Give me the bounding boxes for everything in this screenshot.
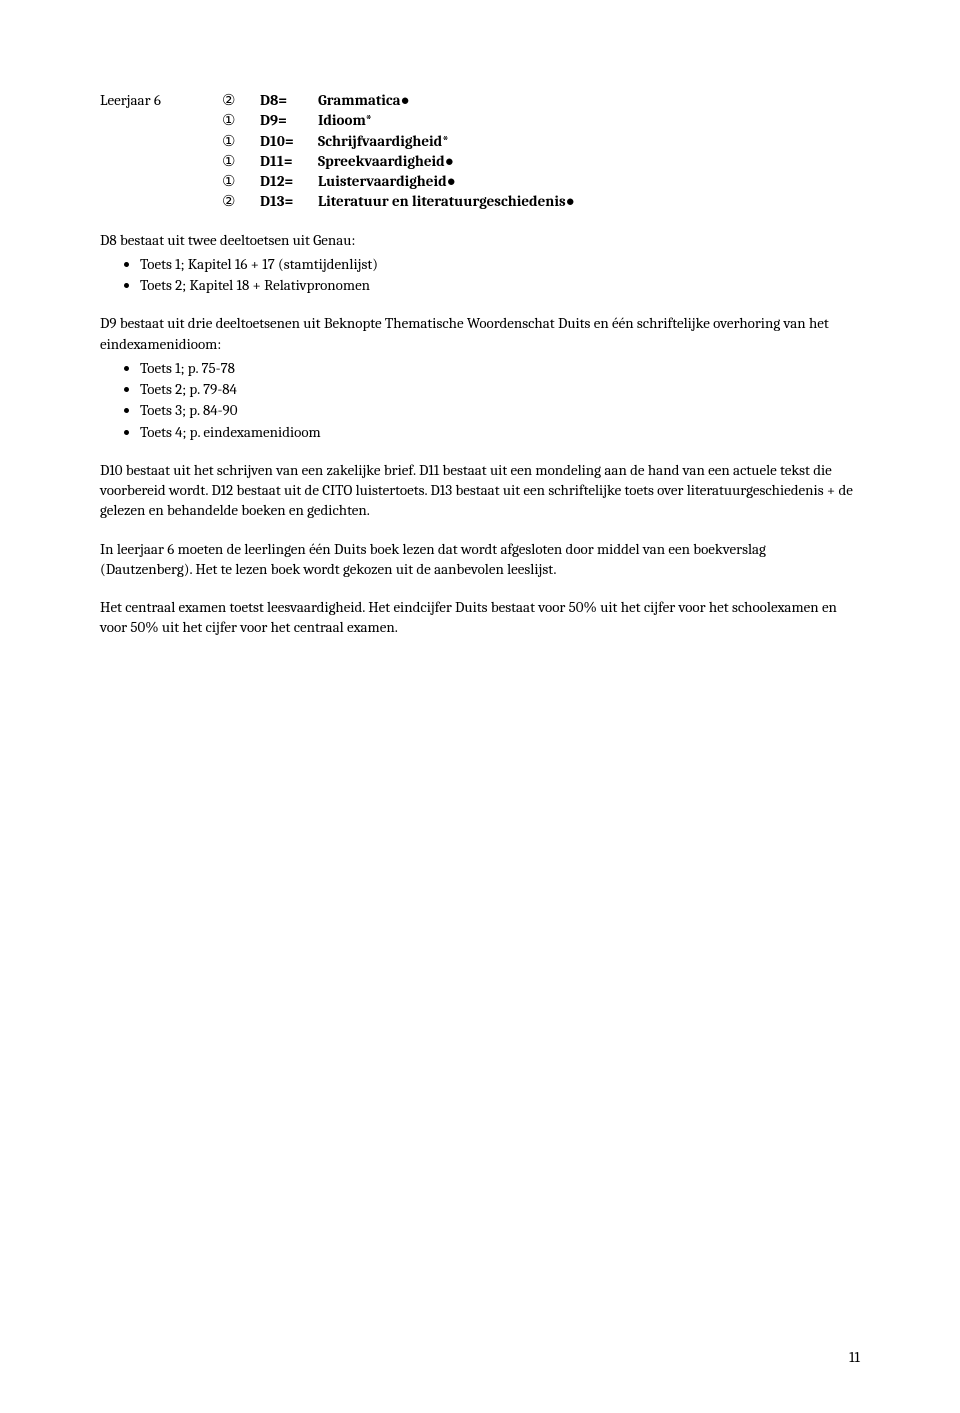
- list-item: Toets 3; p. 84-90: [140, 400, 860, 420]
- domain-name: Idioom*: [318, 110, 372, 130]
- para-examen: Het centraal examen toetst leesvaardighe…: [100, 597, 860, 638]
- list-item: Toets 1; Kapitel 16 + 17 (stamtijdenlijs…: [140, 254, 860, 274]
- d9-intro: D9 bestaat uit drie deeltoetsenen uit Be…: [100, 313, 860, 354]
- domain-code: D13=: [260, 191, 318, 211]
- domains-block: Leerjaar 6 ② D8= Grammatica● ① D9= Idioo…: [100, 90, 860, 212]
- leerjaar-label: Leerjaar 6: [100, 90, 222, 212]
- domain-row: ① D9= Idioom*: [222, 110, 860, 130]
- domain-row: ① D11= Spreekvaardigheid●: [222, 151, 860, 171]
- domain-row: ① D10= Schrijfvaardigheid*: [222, 131, 860, 151]
- d8-intro: D8 bestaat uit twee deeltoetsen uit Gena…: [100, 230, 860, 250]
- d9-list: Toets 1; p. 75-78 Toets 2; p. 79-84 Toet…: [140, 358, 860, 442]
- domain-row: ① D12= Luistervaardigheid●: [222, 171, 860, 191]
- para-d10-d13: D10 bestaat uit het schrijven van een za…: [100, 460, 860, 521]
- circled-number: ②: [222, 191, 260, 211]
- domain-name: Grammatica●: [318, 90, 410, 110]
- domain-row: ② D13= Literatuur en literatuurgeschiede…: [222, 191, 860, 211]
- domain-name: Spreekvaardigheid●: [318, 151, 454, 171]
- d8-list: Toets 1; Kapitel 16 + 17 (stamtijdenlijs…: [140, 254, 860, 296]
- domain-name: Literatuur en literatuurgeschiedenis●: [318, 191, 575, 211]
- list-item: Toets 4; p. eindexamenidioom: [140, 422, 860, 442]
- circled-number: ①: [222, 110, 260, 130]
- domain-code: D8=: [260, 90, 318, 110]
- domain-row: ② D8= Grammatica●: [222, 90, 860, 110]
- list-item: Toets 2; Kapitel 18 + Relativpronomen: [140, 275, 860, 295]
- page-number: 11: [849, 1347, 860, 1367]
- domain-code: D12=: [260, 171, 318, 191]
- list-item: Toets 1; p. 75-78: [140, 358, 860, 378]
- domain-code: D11=: [260, 151, 318, 171]
- domain-code: D10=: [260, 131, 318, 151]
- domain-name: Schrijfvaardigheid*: [318, 131, 449, 151]
- circled-number: ①: [222, 171, 260, 191]
- domain-code: D9=: [260, 110, 318, 130]
- para-leerjaar6: In leerjaar 6 moeten de leerlingen één D…: [100, 539, 860, 580]
- circled-number: ①: [222, 151, 260, 171]
- domain-name: Luistervaardigheid●: [318, 171, 456, 191]
- domain-rows: ② D8= Grammatica● ① D9= Idioom* ① D10= S…: [222, 90, 860, 212]
- circled-number: ②: [222, 90, 260, 110]
- list-item: Toets 2; p. 79-84: [140, 379, 860, 399]
- circled-number: ①: [222, 131, 260, 151]
